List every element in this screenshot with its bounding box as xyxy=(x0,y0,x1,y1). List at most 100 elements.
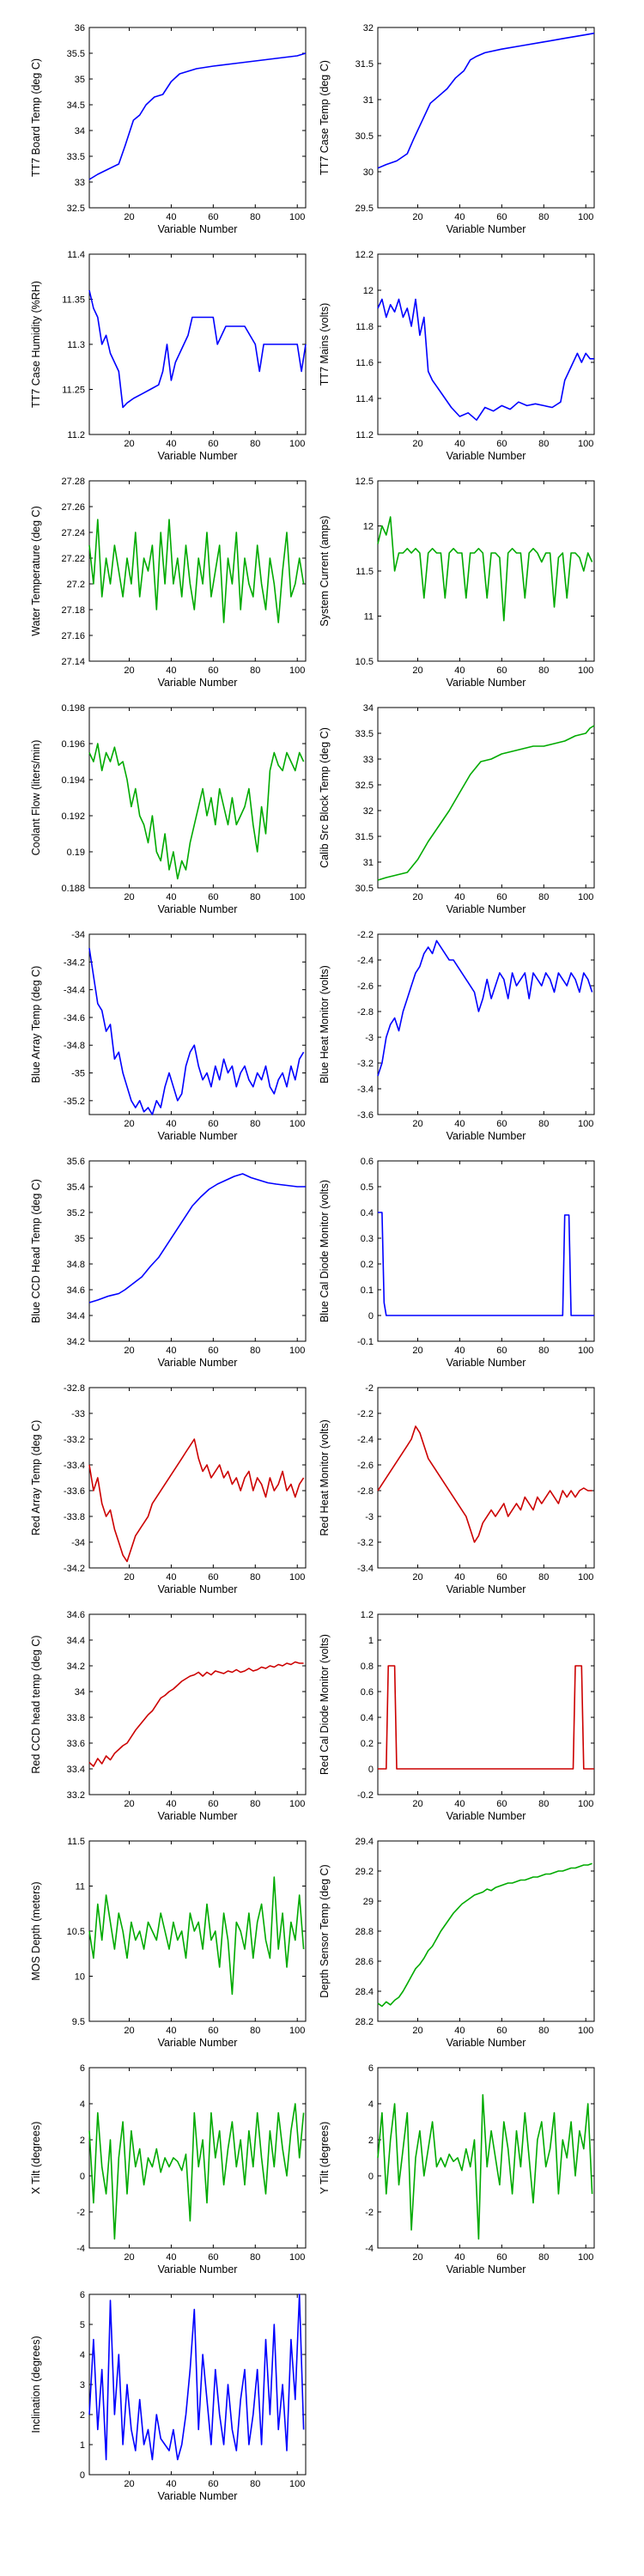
x-axis-label: Variable Number xyxy=(447,1583,526,1595)
y-axis-label: Inclination (degrees) xyxy=(30,2336,42,2433)
y-tick-label: -4 xyxy=(365,2244,374,2254)
x-tick-label: 20 xyxy=(412,892,422,902)
x-tick-label: 100 xyxy=(289,1346,305,1356)
y-tick-label: -2.4 xyxy=(357,1435,374,1445)
series-line-1 xyxy=(88,2103,305,2240)
x-tick-label: 20 xyxy=(412,1346,422,1356)
subplot-19: 20 40 60 80 100 -4 -2 0 2 4 6 Variable Number X Tilt… xyxy=(30,2063,307,2275)
y-tick-label: 0.194 xyxy=(61,775,85,786)
x-tick-label: 20 xyxy=(412,212,422,222)
y-tick-label: 27.14 xyxy=(61,657,85,667)
y-tick-label: 31.5 xyxy=(355,59,374,70)
y-axis-label: Blue CCD Head Temp (deg C) xyxy=(30,1179,42,1323)
x-tick-label: 20 xyxy=(124,439,134,449)
x-tick-label: 40 xyxy=(166,665,176,676)
y-tick-label: -32.8 xyxy=(64,1383,85,1394)
x-tick-label: 40 xyxy=(454,212,465,222)
x-tick-label: 100 xyxy=(289,1119,305,1129)
x-axis-label: Variable Number xyxy=(447,2263,526,2275)
x-tick-label: 80 xyxy=(538,1572,549,1583)
x-tick-label: 40 xyxy=(454,1799,465,1809)
y-tick-label: -3.4 xyxy=(357,1564,374,1574)
y-tick-label: 0.198 xyxy=(61,703,85,714)
y-tick-label: 0.6 xyxy=(361,1157,374,1167)
series-line-1 xyxy=(377,298,594,422)
x-tick-label: 100 xyxy=(578,1799,593,1809)
y-tick-label: 11.5 xyxy=(67,1837,85,1847)
plot-frame xyxy=(377,480,595,662)
x-axis-label: Variable Number xyxy=(158,2037,238,2049)
x-tick-label: 40 xyxy=(166,1346,176,1356)
y-tick-label: 11.6 xyxy=(355,358,374,368)
x-tick-label: 20 xyxy=(124,2252,134,2263)
y-axis-label: Calib Src Block Temp (deg C) xyxy=(319,727,331,868)
y-tick-label: 11.3 xyxy=(67,340,85,350)
y-tick-label: 4 xyxy=(368,2099,374,2110)
y-tick-label: 34.5 xyxy=(67,100,85,111)
x-tick-label: 20 xyxy=(412,1572,422,1583)
y-tick-label: 36 xyxy=(75,23,85,33)
y-tick-label: 32 xyxy=(363,806,374,817)
y-tick-label: 11.35 xyxy=(62,295,85,306)
x-tick-label: 60 xyxy=(208,665,218,676)
x-tick-label: 60 xyxy=(208,2252,218,2263)
x-tick-label: 100 xyxy=(578,1119,593,1129)
y-tick-label: 29 xyxy=(363,1897,374,1907)
plot-frame xyxy=(88,1160,307,1342)
subplot-3: 20 40 60 80 100 11.2 11.25 11.3 11.35 11.4 Variabl… xyxy=(30,250,307,462)
y-tick-label: 34 xyxy=(75,1687,85,1698)
x-tick-label: 80 xyxy=(250,2479,260,2489)
y-tick-label: -3.4 xyxy=(357,1084,374,1095)
y-tick-label: 27.24 xyxy=(61,528,85,538)
x-tick-label: 60 xyxy=(208,2479,218,2489)
y-tick-label: -0.1 xyxy=(357,1337,374,1347)
plot-frame xyxy=(88,933,307,1115)
x-tick-label: 100 xyxy=(289,892,305,902)
x-tick-label: 40 xyxy=(166,439,176,449)
plot-frame xyxy=(88,1840,307,2022)
x-axis-label: Variable Number xyxy=(158,677,238,689)
series-line-1 xyxy=(377,939,593,1077)
y-tick-label: 28.2 xyxy=(355,2017,374,2027)
y-axis-label: System Current (amps) xyxy=(319,515,331,626)
y-axis-label: TT7 Case Temp (deg C) xyxy=(319,60,331,175)
y-tick-label: 5 xyxy=(80,2320,85,2330)
series-line-1 xyxy=(378,1212,594,1316)
y-tick-label: -2.8 xyxy=(357,1486,374,1497)
y-tick-label: -34.2 xyxy=(64,957,85,968)
y-tick-label: 35 xyxy=(75,1234,85,1244)
y-tick-label: 34.4 xyxy=(67,1311,85,1321)
plot-frame xyxy=(377,707,595,889)
subplot-2: 20 40 60 80 100 29.5 30 30.5 31 31.5 32 Variable Nu… xyxy=(319,23,595,235)
y-tick-label: 0 xyxy=(80,2172,85,2182)
subplot-8: 20 40 60 80 100 30.5 31 31.5 32 32.5 33 33.5 34 Varia… xyxy=(319,703,595,915)
x-axis-label: Variable Number xyxy=(447,450,526,462)
y-axis-label: TT7 Case Humidity (%RH) xyxy=(30,281,42,408)
x-tick-label: 60 xyxy=(496,892,507,902)
y-tick-label: 31.5 xyxy=(355,832,374,842)
y-tick-label: 35.2 xyxy=(67,1208,85,1218)
x-tick-label: 80 xyxy=(538,439,549,449)
subplot-21: 20 40 60 80 100 0 1 2 3 4 5 6 Variable Number Inclina… xyxy=(30,2290,307,2502)
plot-frame xyxy=(88,27,307,209)
x-tick-label: 80 xyxy=(250,665,260,676)
y-tick-label: 33.2 xyxy=(67,1790,85,1801)
x-tick-label: 100 xyxy=(289,1572,305,1583)
y-tick-label: 35.4 xyxy=(67,1182,85,1193)
x-tick-label: 60 xyxy=(208,439,218,449)
x-tick-label: 100 xyxy=(289,1799,305,1809)
y-tick-label: 32 xyxy=(363,23,374,33)
y-tick-label: 4 xyxy=(80,2099,85,2110)
x-tick-label: 80 xyxy=(250,212,260,222)
y-axis-label: X Tilt (degrees) xyxy=(30,2122,42,2195)
x-tick-label: 100 xyxy=(578,2026,593,2036)
x-tick-label: 20 xyxy=(412,1799,422,1809)
y-tick-label: 2 xyxy=(368,2136,374,2146)
x-tick-label: 20 xyxy=(124,1346,134,1356)
x-axis-label: Variable Number xyxy=(447,1810,526,1822)
y-tick-label: 3 xyxy=(80,2380,85,2391)
y-tick-label: -34.8 xyxy=(64,1041,85,1051)
y-tick-label: 28.6 xyxy=(355,1957,374,1967)
y-tick-label: 11.2 xyxy=(355,430,374,440)
series-line-1 xyxy=(88,289,307,409)
